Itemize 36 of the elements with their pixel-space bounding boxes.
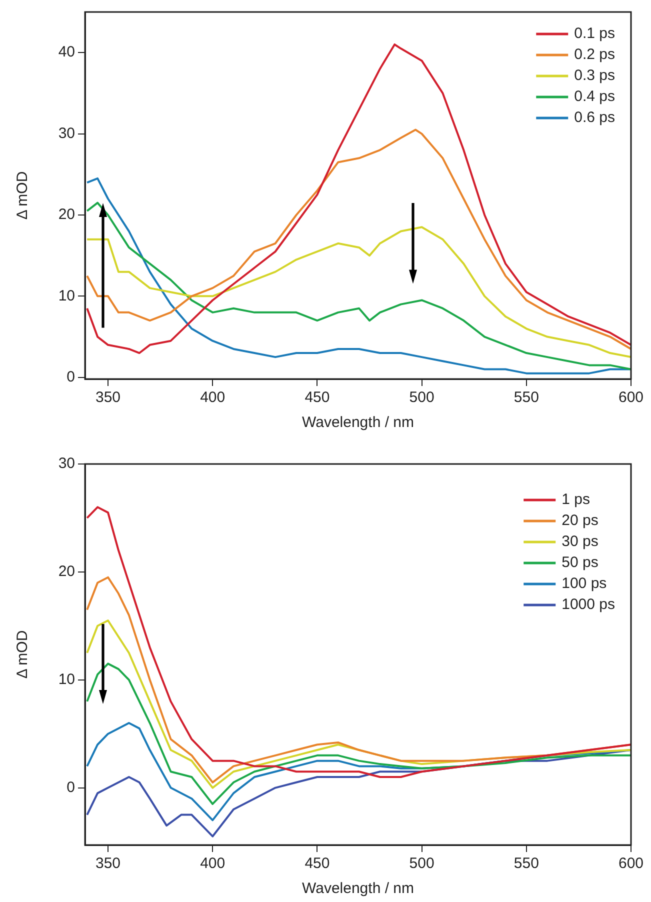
y-tick-label: 20: [58, 206, 75, 224]
y-tick-label: 20: [58, 563, 75, 580]
y-tick-label: 10: [58, 671, 75, 688]
legend-label: 1 ps: [562, 491, 590, 508]
y-axis-title: Δ mOD: [14, 630, 32, 679]
legend-label: 0.3 ps: [574, 67, 616, 84]
y-tick-label: 0: [66, 368, 75, 386]
legend-label: 0.6 ps: [574, 109, 616, 126]
y-tick-label: 30: [58, 124, 75, 142]
x-tick-label: 400: [200, 389, 226, 406]
legend-label: 0.4 ps: [574, 88, 616, 106]
legend-label: 1000 ps: [562, 596, 616, 614]
legend-label: 0.1 ps: [574, 25, 616, 42]
x-tick-label: 600: [618, 855, 644, 872]
x-tick-label: 350: [95, 855, 121, 872]
legend-label: 50 ps: [562, 554, 598, 572]
x-axis-title: Wavelength / nm: [302, 414, 414, 432]
y-tick-label: 0: [66, 778, 75, 796]
x-tick-label: 400: [200, 855, 226, 872]
x-tick-label: 500: [409, 389, 434, 406]
x-tick-label: 450: [304, 855, 330, 872]
legend-label: 20 ps: [562, 512, 598, 530]
y-tick-label: 30: [58, 455, 75, 472]
y-tick-label: 40: [58, 44, 75, 61]
legend-label: 0.2 ps: [574, 46, 616, 64]
x-tick-label: 550: [514, 389, 539, 406]
y-tick-label: 10: [58, 287, 75, 304]
x-tick-label: 500: [409, 855, 434, 872]
x-axis-title: Wavelength / nm: [302, 880, 414, 898]
legend-label: 30 ps: [562, 533, 598, 550]
x-tick-label: 550: [514, 855, 539, 872]
y-axis-title: Δ mOD: [14, 171, 32, 220]
x-tick-label: 450: [304, 389, 330, 406]
x-tick-label: 600: [618, 389, 644, 406]
legend-label: 100 ps: [562, 575, 607, 592]
x-tick-label: 350: [95, 389, 121, 406]
